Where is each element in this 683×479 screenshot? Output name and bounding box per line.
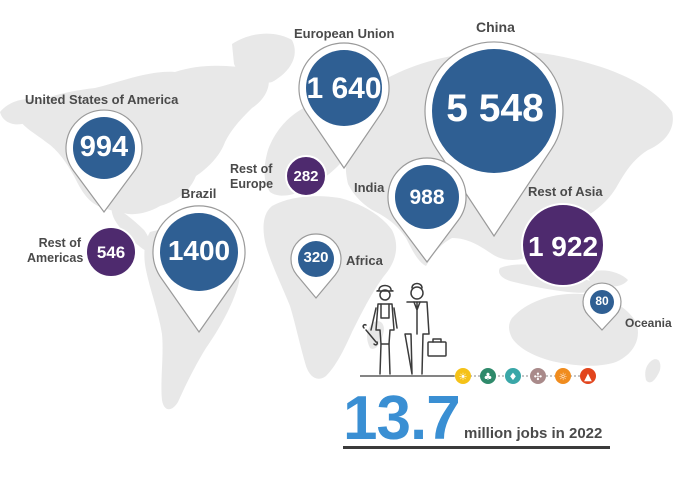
pin-usa: [65, 109, 143, 214]
svg-text:♣: ♣: [484, 372, 493, 383]
pin-india-bubble: [395, 165, 459, 229]
pin-rest-of-europe: [285, 155, 327, 197]
pin-rest-of-americas: [85, 226, 137, 278]
alaska-landmass: [0, 99, 42, 125]
pin-brazil-bubble: [160, 213, 238, 291]
africa-landmass: [263, 196, 397, 379]
energy-icons-row: ☀ ♣ ♦ ✣ ☼ ▲: [454, 368, 598, 384]
central-america-landmass: [111, 206, 151, 252]
wrench-icon: [362, 324, 378, 346]
headline-underline: [343, 446, 610, 449]
pin-india: [387, 157, 467, 263]
region-label-rest-of-americas: Rest of Americas: [27, 236, 84, 265]
svg-text:☀: ☀: [459, 372, 468, 383]
briefcase-icon: [427, 341, 447, 357]
region-label-usa: United States of America: [25, 92, 179, 107]
svg-text:♦: ♦: [509, 372, 518, 383]
workers-illustration: [360, 282, 460, 377]
hydropower-icon: ♦: [505, 368, 521, 384]
region-value-rest-of-europe: 282: [293, 168, 319, 185]
greenland-landmass: [232, 33, 295, 84]
pin-usa-bubble: [73, 117, 135, 179]
region-label-china: China: [476, 19, 515, 35]
pin-africa-bubble: [298, 241, 334, 277]
pin-rest-of-americas-bubble: [85, 226, 137, 278]
region-value-rest-of-americas: 546: [96, 243, 126, 262]
bioenergy-icon: ♣: [480, 368, 496, 384]
solar-thermal-icon: ☼: [555, 368, 571, 384]
wind-icon: ✣: [530, 368, 546, 384]
pin-oceania-bubble: [590, 290, 614, 314]
solar-pv-icon: ☀: [455, 368, 471, 384]
pin-rest-of-asia-bubble: [521, 203, 605, 287]
region-value-china: 5 548: [446, 87, 544, 130]
pin-rest-of-asia: [521, 203, 605, 287]
total-jobs-caption: million jobs in 2022: [464, 425, 603, 442]
geothermal-icon: ▲: [580, 368, 596, 384]
region-value-usa: 994: [79, 131, 129, 163]
new-zealand-landmass: [645, 359, 661, 383]
total-jobs-number: 13.7: [343, 384, 461, 453]
region-value-brazil: 1400: [167, 235, 231, 266]
region-value-oceania: 80: [595, 294, 609, 308]
region-label-rest-of-europe: Rest of Europe: [230, 162, 274, 191]
region-label-rest-of-asia: Rest of Asia: [528, 184, 603, 199]
pin-china-bubble: [432, 49, 556, 173]
svg-text:✣: ✣: [534, 372, 542, 383]
pin-eu-bubble: [306, 50, 382, 126]
region-label-brazil: Brazil: [181, 186, 217, 201]
region-value-india: 988: [409, 186, 445, 209]
pin-china: [424, 41, 564, 238]
pin-oceania: [582, 282, 622, 331]
pin-brazil: [152, 205, 246, 334]
region-label-oceania: Oceania: [625, 316, 672, 330]
region-value-africa: 320: [303, 249, 329, 266]
region-value-eu: 1 640: [306, 72, 382, 105]
region-label-africa: Africa: [346, 253, 383, 268]
japan-landmass: [611, 141, 632, 176]
svg-text:☼: ☼: [559, 372, 568, 383]
region-value-rest-of-asia: 1 922: [527, 231, 599, 262]
hard-hat-icon: [376, 284, 394, 292]
new-guinea-landmass: [588, 270, 628, 287]
pin-rest-of-europe-bubble: [285, 155, 327, 197]
svg-text:▲: ▲: [584, 372, 592, 383]
region-label-eu: European Union: [294, 26, 395, 41]
region-label-india: India: [354, 180, 385, 195]
pin-eu: [298, 42, 390, 170]
pin-africa: [290, 233, 342, 299]
